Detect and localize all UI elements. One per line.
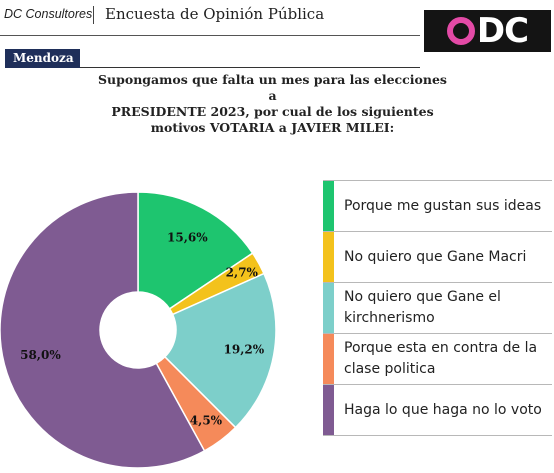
legend-item: Porque esta en contra de la clase politi… <box>323 334 552 385</box>
question-line-1: Supongamos que falta un mes para las ele… <box>98 72 447 103</box>
data-label: 4,5% <box>190 413 223 427</box>
odc-logo: DC <box>424 10 551 52</box>
region-tag: Mendoza <box>5 49 80 68</box>
logo-text: DC <box>476 11 529 51</box>
brand-name: DC Consultores <box>4 7 93 21</box>
legend-swatch <box>323 181 334 231</box>
legend-label: Porque me gustan sus ideas <box>344 197 542 214</box>
question-line-3: motivos VOTARIA a JAVIER MILEI: <box>150 120 395 135</box>
legend-item: No quiero que Gane el kirchnerismo <box>323 283 552 334</box>
legend-label: Haga lo que haga no lo voto <box>344 401 542 418</box>
header-rule <box>0 35 420 36</box>
legend-item: No quiero que Gane Macri <box>323 232 552 283</box>
data-label: 58,0% <box>20 348 61 362</box>
legend-label: Porque esta en contra de la clase politi… <box>344 340 538 377</box>
legend-swatch <box>323 385 334 435</box>
question-line-2: PRESIDENTE 2023, por cual de los siguien… <box>111 104 434 119</box>
legend-item: Haga lo que haga no lo voto <box>323 385 552 436</box>
data-label: 2,7% <box>226 265 259 279</box>
legend-label: No quiero que Gane Macri <box>344 248 527 265</box>
data-label: 19,2% <box>224 343 265 357</box>
legend-swatch <box>323 283 334 333</box>
donut-chart: 15,6% 2,7% 19,2% 4,5% 58,0% <box>0 191 277 469</box>
region-rule <box>80 67 420 68</box>
pie-slice <box>137 191 254 310</box>
survey-title: Encuesta de Opinión Pública <box>105 5 325 23</box>
legend-item: Porque me gustan sus ideas <box>323 181 552 232</box>
legend-swatch <box>323 232 334 282</box>
legend: Porque me gustan sus ideas No quiero que… <box>323 180 552 436</box>
logo-ring-icon <box>446 17 475 45</box>
data-label: 15,6% <box>167 230 208 244</box>
question-text: Supongamos que falta un mes para las ele… <box>95 72 450 136</box>
pie-slice <box>0 191 206 469</box>
legend-label: No quiero que Gane el kirchnerismo <box>344 289 501 326</box>
legend-swatch <box>323 334 334 384</box>
pie-slice <box>163 272 277 429</box>
header-separator <box>93 6 94 24</box>
